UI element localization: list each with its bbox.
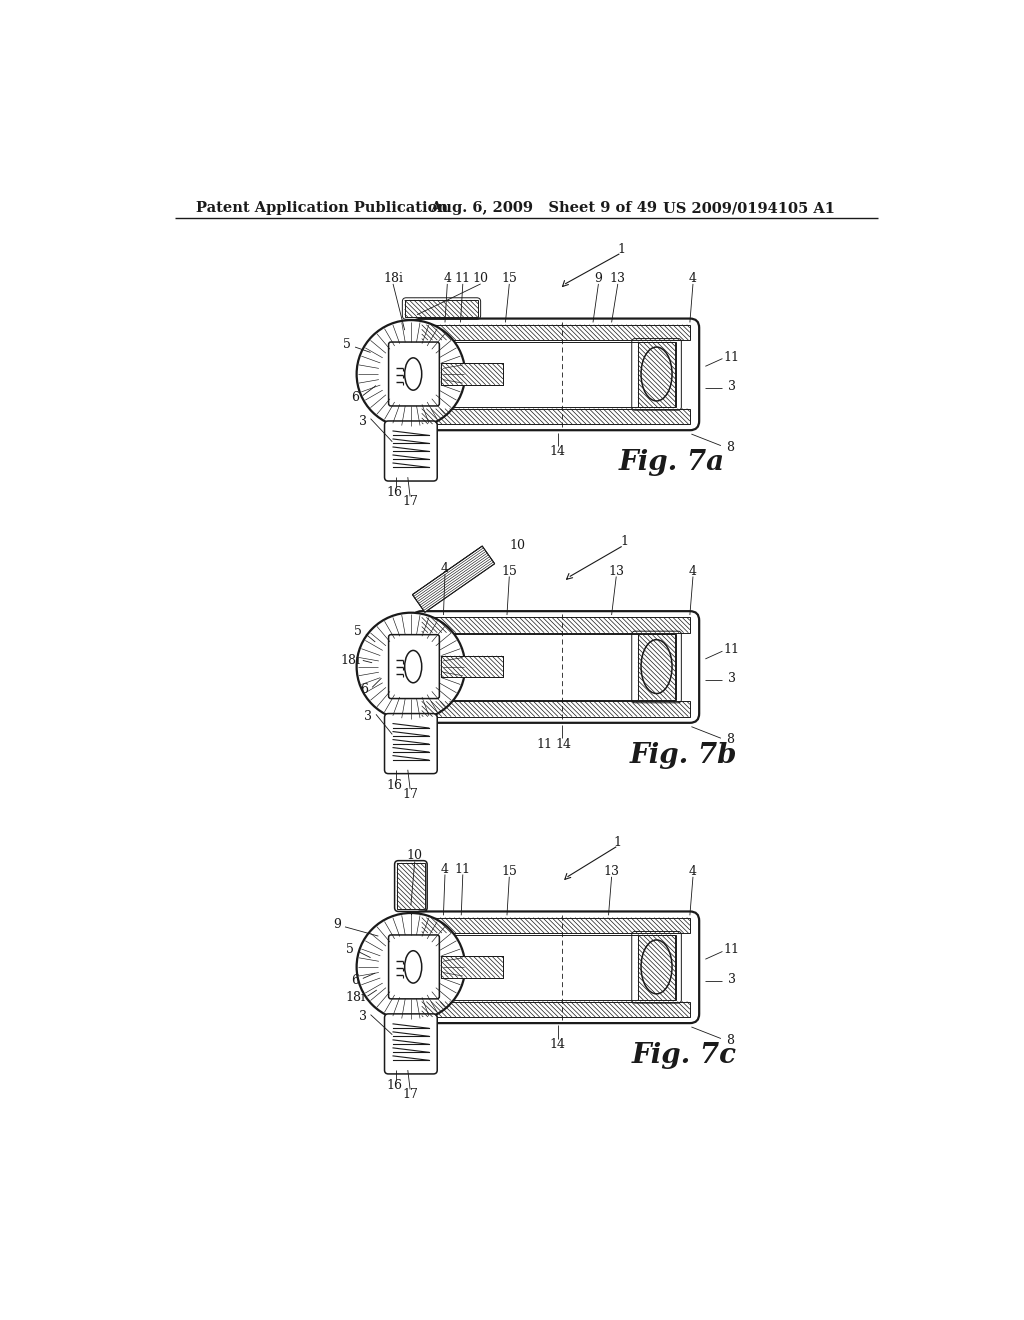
Text: 11: 11 <box>724 351 739 363</box>
FancyBboxPatch shape <box>388 342 439 407</box>
Text: 11: 11 <box>455 272 471 285</box>
Text: 13: 13 <box>608 565 625 578</box>
Text: 10: 10 <box>407 849 423 862</box>
Bar <box>435 935 676 1001</box>
Text: 17: 17 <box>402 788 418 801</box>
Bar <box>435 635 676 700</box>
Text: 16: 16 <box>387 1078 402 1092</box>
Text: 6: 6 <box>351 974 359 987</box>
Bar <box>440 656 503 677</box>
FancyBboxPatch shape <box>385 714 437 774</box>
Text: 1: 1 <box>617 243 626 256</box>
Text: 17: 17 <box>402 495 418 508</box>
Bar <box>638 935 675 1001</box>
Bar <box>435 342 676 407</box>
Text: 14: 14 <box>550 445 565 458</box>
Text: 4: 4 <box>441 862 449 875</box>
Text: 9: 9 <box>334 917 341 931</box>
Text: 11: 11 <box>724 944 739 957</box>
Text: Fig. 7a: Fig. 7a <box>618 449 725 477</box>
Circle shape <box>356 612 465 721</box>
FancyBboxPatch shape <box>385 421 437 480</box>
Text: 10: 10 <box>509 539 525 552</box>
Bar <box>422 917 690 933</box>
Circle shape <box>356 913 465 1020</box>
Text: 6: 6 <box>351 391 359 404</box>
Text: 3: 3 <box>728 380 735 393</box>
Bar <box>422 325 690 341</box>
Text: 6: 6 <box>360 684 369 696</box>
Text: 4: 4 <box>443 272 452 285</box>
Polygon shape <box>413 546 495 612</box>
Ellipse shape <box>641 347 672 401</box>
Bar <box>422 618 690 632</box>
Text: 4: 4 <box>689 272 697 285</box>
Text: Aug. 6, 2009   Sheet 9 of 49: Aug. 6, 2009 Sheet 9 of 49 <box>430 202 657 215</box>
Text: 13: 13 <box>610 272 626 285</box>
Text: 8: 8 <box>726 1034 734 1047</box>
Text: 1: 1 <box>613 836 622 849</box>
Text: 11: 11 <box>537 738 553 751</box>
Text: 11: 11 <box>455 862 471 875</box>
FancyBboxPatch shape <box>388 635 439 698</box>
Text: 3: 3 <box>728 973 735 986</box>
Text: 4: 4 <box>689 565 697 578</box>
Text: 5: 5 <box>343 338 351 351</box>
Text: US 2009/0194105 A1: US 2009/0194105 A1 <box>663 202 835 215</box>
Text: 16: 16 <box>387 486 402 499</box>
Text: 3: 3 <box>728 672 735 685</box>
Text: 13: 13 <box>603 865 620 878</box>
Text: 4: 4 <box>689 865 697 878</box>
Bar <box>404 300 478 317</box>
Bar <box>422 701 690 717</box>
Ellipse shape <box>641 940 672 994</box>
Text: Fig. 7b: Fig. 7b <box>630 742 737 768</box>
Ellipse shape <box>404 950 422 983</box>
Bar <box>422 1002 690 1016</box>
Text: 3: 3 <box>358 1010 367 1023</box>
Text: 8: 8 <box>726 733 734 746</box>
FancyBboxPatch shape <box>385 1014 437 1074</box>
Bar <box>440 363 503 385</box>
Ellipse shape <box>404 651 422 682</box>
Text: 16: 16 <box>387 779 402 792</box>
Text: 15: 15 <box>502 865 517 878</box>
FancyBboxPatch shape <box>388 935 439 999</box>
Text: 18i: 18i <box>340 653 360 667</box>
Text: 14: 14 <box>555 738 571 751</box>
Bar <box>397 863 425 909</box>
Ellipse shape <box>404 358 422 391</box>
Bar <box>422 409 690 424</box>
Bar <box>638 342 675 407</box>
Text: 3: 3 <box>358 416 367 428</box>
Text: 18i: 18i <box>383 272 403 285</box>
Text: 15: 15 <box>502 272 517 285</box>
Text: Patent Application Publication: Patent Application Publication <box>197 202 449 215</box>
Text: 11: 11 <box>724 643 739 656</box>
Text: 9: 9 <box>595 272 602 285</box>
Circle shape <box>356 321 465 428</box>
Text: 4: 4 <box>441 562 449 576</box>
Text: 1: 1 <box>620 536 628 548</box>
Text: 14: 14 <box>550 1038 565 1051</box>
Text: 8: 8 <box>726 441 734 454</box>
Text: 10: 10 <box>473 272 488 285</box>
Text: 15: 15 <box>502 565 517 578</box>
Bar <box>638 635 675 700</box>
Bar <box>440 956 503 978</box>
Text: 3: 3 <box>365 710 373 723</box>
Text: 18i: 18i <box>345 991 366 1005</box>
Text: 17: 17 <box>402 1088 418 1101</box>
Text: 5: 5 <box>346 944 354 957</box>
Text: Fig. 7c: Fig. 7c <box>631 1041 736 1069</box>
Ellipse shape <box>641 640 672 693</box>
Text: 5: 5 <box>354 626 362 639</box>
